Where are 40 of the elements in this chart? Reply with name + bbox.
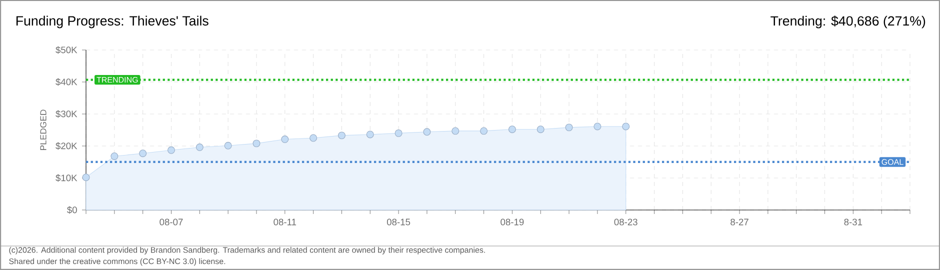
chart-title: Funding Progress: Thieves' Tails <box>16 16 208 28</box>
point <box>82 174 90 182</box>
point <box>110 152 118 160</box>
x-tick-label: 08-07 <box>160 218 183 226</box>
y-tick-label: $40K <box>56 78 78 86</box>
x-tick-label: 08-15 <box>386 218 410 226</box>
y-tick-label: $20K <box>56 142 78 150</box>
x-tick-label: 08-19 <box>500 218 524 226</box>
y-tick-label: $30K <box>56 110 78 118</box>
point <box>366 130 374 138</box>
point <box>394 129 402 137</box>
y-tick-label: $10K <box>56 174 78 182</box>
ref-line-label: TRENDING <box>96 76 138 83</box>
x-tick-label: 08-23 <box>614 218 638 226</box>
point <box>480 127 488 135</box>
point <box>310 134 318 142</box>
point <box>594 122 602 130</box>
point <box>508 126 516 134</box>
point <box>622 122 630 130</box>
y-tick-label: $0 <box>67 206 77 214</box>
text: (c)2026. Additional content provided by Brandon Sandberg. Trademarks and related content are owned by their respective companies. <box>9 246 485 254</box>
point <box>139 150 147 158</box>
y-axis-title: PLEDGED <box>40 110 46 150</box>
chart-subtitle: Trending: $40,686 (271%) <box>770 16 926 28</box>
point <box>338 132 346 140</box>
point <box>281 136 289 144</box>
point <box>224 142 232 150</box>
point <box>536 126 544 134</box>
point <box>168 146 175 154</box>
point <box>423 128 431 136</box>
x-tick-label: 08-11 <box>274 218 296 226</box>
point <box>252 140 260 148</box>
y-tick-label: $50K <box>56 46 78 54</box>
text: Shared under the creative commons (CC BY-NC 3.0) license. <box>9 258 226 266</box>
x-tick-label: 8-27 <box>730 218 748 226</box>
point <box>565 124 573 132</box>
point <box>196 144 204 152</box>
x-tick-label: 8-31 <box>844 218 862 226</box>
point <box>452 127 460 135</box>
ref-line-label: GOAL <box>882 159 904 165</box>
